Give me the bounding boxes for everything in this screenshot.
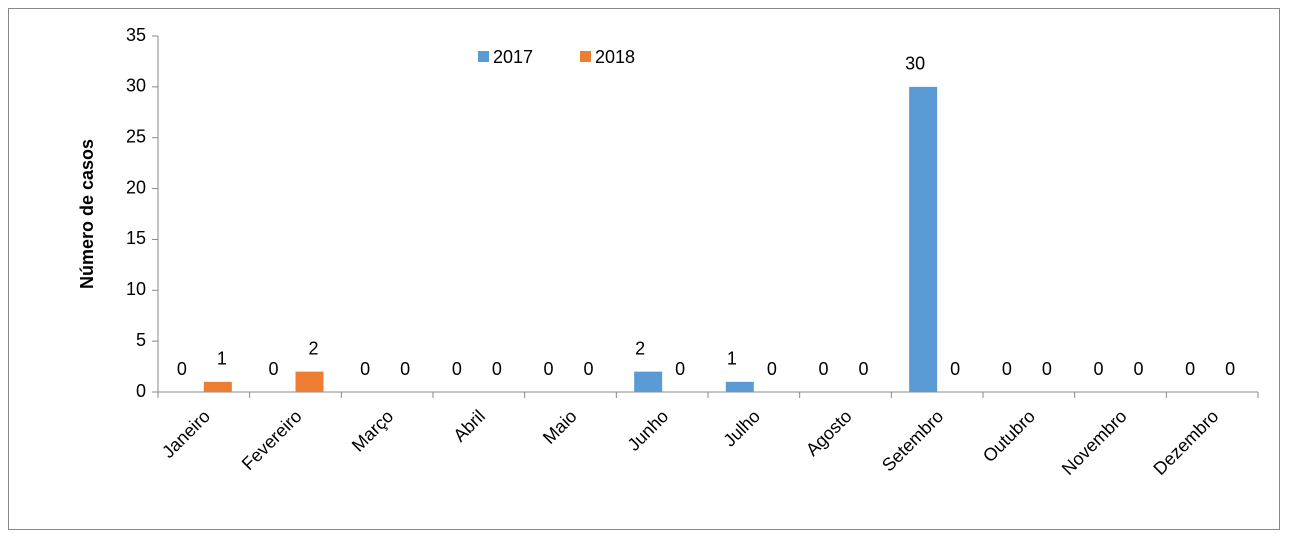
legend-label: 2018 bbox=[595, 47, 635, 67]
y-tick-label: 10 bbox=[126, 279, 146, 299]
bar bbox=[909, 86, 938, 392]
data-label: 0 bbox=[1042, 359, 1052, 379]
data-label: 0 bbox=[1093, 359, 1103, 379]
data-label: 0 bbox=[1225, 359, 1235, 379]
data-label: 1 bbox=[217, 349, 227, 369]
data-label: 1 bbox=[727, 349, 737, 369]
data-label: 0 bbox=[543, 359, 553, 379]
y-tick-label: 20 bbox=[126, 177, 146, 197]
data-label: 0 bbox=[492, 359, 502, 379]
data-label: 0 bbox=[1133, 359, 1143, 379]
bar bbox=[295, 371, 324, 392]
data-label: 0 bbox=[675, 359, 685, 379]
data-label: 0 bbox=[400, 359, 410, 379]
data-label: 0 bbox=[583, 359, 593, 379]
data-label: 0 bbox=[268, 359, 278, 379]
data-label: 0 bbox=[950, 359, 960, 379]
bar bbox=[203, 381, 232, 392]
legend-label: 2017 bbox=[493, 47, 533, 67]
y-tick-label: 30 bbox=[126, 76, 146, 96]
data-label: 2 bbox=[308, 338, 318, 358]
y-tick-label: 35 bbox=[126, 25, 146, 45]
data-label: 0 bbox=[1185, 359, 1195, 379]
y-tick-label: 5 bbox=[136, 330, 146, 350]
bar bbox=[634, 371, 663, 392]
legend-swatch bbox=[478, 51, 489, 62]
data-label: 30 bbox=[905, 54, 925, 74]
y-tick-label: 25 bbox=[126, 126, 146, 146]
data-label: 0 bbox=[360, 359, 370, 379]
y-axis-label: Número de casos bbox=[77, 139, 97, 289]
data-label: 0 bbox=[452, 359, 462, 379]
y-tick-label: 15 bbox=[126, 228, 146, 248]
chart-frame bbox=[8, 8, 1280, 530]
bar bbox=[725, 381, 754, 392]
y-tick-label: 0 bbox=[136, 381, 146, 401]
data-label: 0 bbox=[858, 359, 868, 379]
legend-swatch bbox=[580, 51, 591, 62]
data-label: 0 bbox=[177, 359, 187, 379]
data-label: 0 bbox=[767, 359, 777, 379]
data-label: 0 bbox=[818, 359, 828, 379]
data-label: 0 bbox=[1002, 359, 1012, 379]
data-label: 2 bbox=[635, 338, 645, 358]
